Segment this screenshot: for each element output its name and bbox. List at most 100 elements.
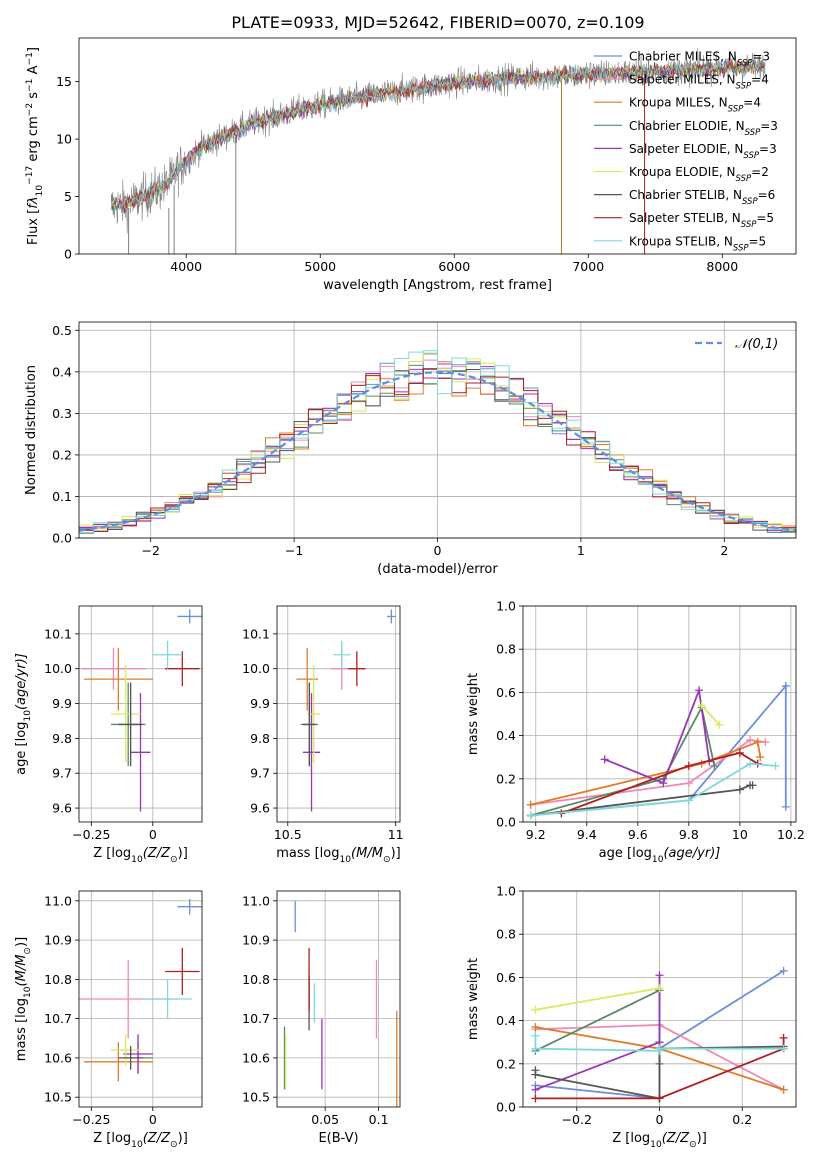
y-tick-label: 9.8 (52, 731, 72, 746)
error-bar-point (387, 609, 396, 624)
error-bar-point (152, 640, 183, 669)
weight-line (560, 751, 759, 815)
axes-frame (78, 37, 797, 255)
axes-frame (276, 890, 401, 1108)
weight-marker (779, 1033, 788, 1042)
weight-marker (684, 779, 693, 788)
y-tick-label: 10 (56, 132, 72, 147)
y-axis-label: mass weight (466, 673, 481, 755)
y-tick-label: 10.0 (242, 661, 270, 676)
plot-area (526, 681, 790, 820)
weight-marker (748, 781, 757, 790)
y-tick-label: 0.4 (496, 728, 516, 743)
error-bar-point (302, 682, 316, 767)
x-axis-label: age [log10(age/yr)] (599, 846, 721, 865)
legend-label: Salpeter ELODIE, NSSP=3 (629, 142, 777, 161)
y-axis-label: mass weight (466, 958, 481, 1040)
mass_weight_vs_Z-panel: −0.2 0 0.2 0.0 0.2 0.4 0.6 0.8 1.0 Z [log10(Z/Z⊙)… (466, 884, 797, 1150)
x-tick-label: −2 (141, 543, 159, 558)
weight-marker (684, 796, 693, 805)
x-tick-label: 10.2 (777, 827, 805, 842)
x-tick-label: −1 (285, 543, 303, 558)
x-tick-label: −0.25 (72, 1112, 110, 1127)
weight-marker (531, 1094, 540, 1103)
gaussian-curve (79, 371, 796, 532)
y-tick-label: 1.0 (496, 599, 516, 614)
weight-marker (655, 984, 664, 993)
weight-line (530, 740, 762, 806)
weight-marker (526, 811, 535, 820)
x-axis-label: Z [log10(Z/Z⊙)] (93, 846, 188, 865)
y-tick-label: 10.9 (242, 933, 270, 948)
error-bar-point (83, 1042, 153, 1082)
y-tick-label: 9.7 (52, 766, 72, 781)
y-tick-label: 9.6 (250, 801, 270, 816)
weight-marker (655, 971, 664, 980)
x-tick-label: 6000 (438, 259, 470, 274)
weight-marker (781, 681, 790, 690)
y-tick-label: 10.7 (242, 1011, 270, 1026)
weight-marker (526, 800, 535, 809)
y-tick-label: 0.3 (52, 406, 72, 421)
error-bar-point (142, 979, 193, 1019)
x-tick-label: 4000 (170, 259, 202, 274)
error-bar-point (81, 647, 146, 690)
error-bar-point (118, 1046, 143, 1070)
x-tick-label: 9.2 (526, 827, 546, 842)
weight-marker (779, 1044, 788, 1053)
y-tick-label: 5 (64, 189, 72, 204)
y-tick-label: 9.9 (52, 696, 72, 711)
weight-marker (684, 761, 693, 770)
legend-label: Chabrier STELIB, NSSP=6 (629, 188, 775, 207)
weight-marker (746, 735, 755, 744)
weight-marker (746, 759, 755, 768)
legend-label: 𝒩(0,1) (735, 337, 778, 352)
x-axis-label: Z [log10(Z/Z⊙)] (612, 1131, 707, 1150)
plot-background (277, 606, 400, 822)
y-axis-label: mass [log10(M/M⊙)] (14, 937, 33, 1061)
x-tick-label: 7000 (572, 259, 604, 274)
age_vs_mass-panel: 10.5 11 9.6 9.7 9.8 9.9 10.0 10.1 mass [log10(M/… (242, 605, 404, 865)
x-tick-label: 8000 (706, 259, 738, 274)
x-tick-label: 0 (149, 827, 157, 842)
x-axis-label: wavelength [Angstrom, rest frame] (323, 278, 552, 293)
y-tick-label: 10.8 (242, 972, 270, 987)
weight-marker (531, 1085, 540, 1094)
y-tick-label: 10.1 (242, 626, 270, 641)
error-bar-point (302, 693, 321, 812)
weight-marker (531, 1005, 540, 1014)
legend-label: Chabrier MILES, NSSP=3 (629, 50, 770, 69)
y-tick-label: 15 (56, 74, 72, 89)
mass_weight_vs_age-panel: 9.2 9.4 9.6 9.8 10 10.2 0.0 0.2 0.4 0.6 0.8 1.0 age … (466, 599, 805, 866)
x-axis-label: (data-model)/error (377, 562, 498, 577)
weight-marker (600, 755, 609, 764)
plot-area (531, 966, 788, 1103)
weight-marker (655, 1094, 664, 1103)
error-bar-point (110, 665, 141, 763)
y-tick-label: 10.5 (44, 1090, 72, 1105)
error-bar-point (177, 609, 202, 624)
axes-frame (276, 605, 401, 823)
weight-marker (655, 1044, 664, 1053)
x-tick-label: 10.5 (274, 827, 302, 842)
error-bar-point (130, 693, 151, 812)
axes-frame (522, 605, 797, 823)
spectrum-panel: 4000 5000 6000 7000 8000 0 5 10 15 wavelength [An… (25, 37, 797, 293)
weight-marker (715, 720, 724, 729)
figure-title: PLATE=0933, MJD=52642, FIBERID=0070, z=0… (231, 13, 644, 32)
axes-frame (78, 890, 203, 1108)
weight-line (530, 762, 776, 817)
weight-marker (753, 738, 762, 747)
plot-area (79, 898, 202, 1082)
weight-line (604, 686, 711, 785)
plot-area (296, 609, 396, 812)
y-tick-label: 0.0 (496, 815, 516, 830)
residuals-panel: −2 −1 0 1 2 0.0 0.1 0.2 0.3 0.4 0.5 (data-model)/er… (24, 321, 797, 577)
y-tick-label: 0.2 (496, 771, 516, 786)
y-tick-label: 0.6 (496, 685, 516, 700)
residuals-legend: 𝒩(0,1) (695, 337, 778, 352)
plot-background (277, 891, 400, 1107)
axes-frame (78, 605, 203, 823)
x-tick-label: 1 (577, 543, 585, 558)
